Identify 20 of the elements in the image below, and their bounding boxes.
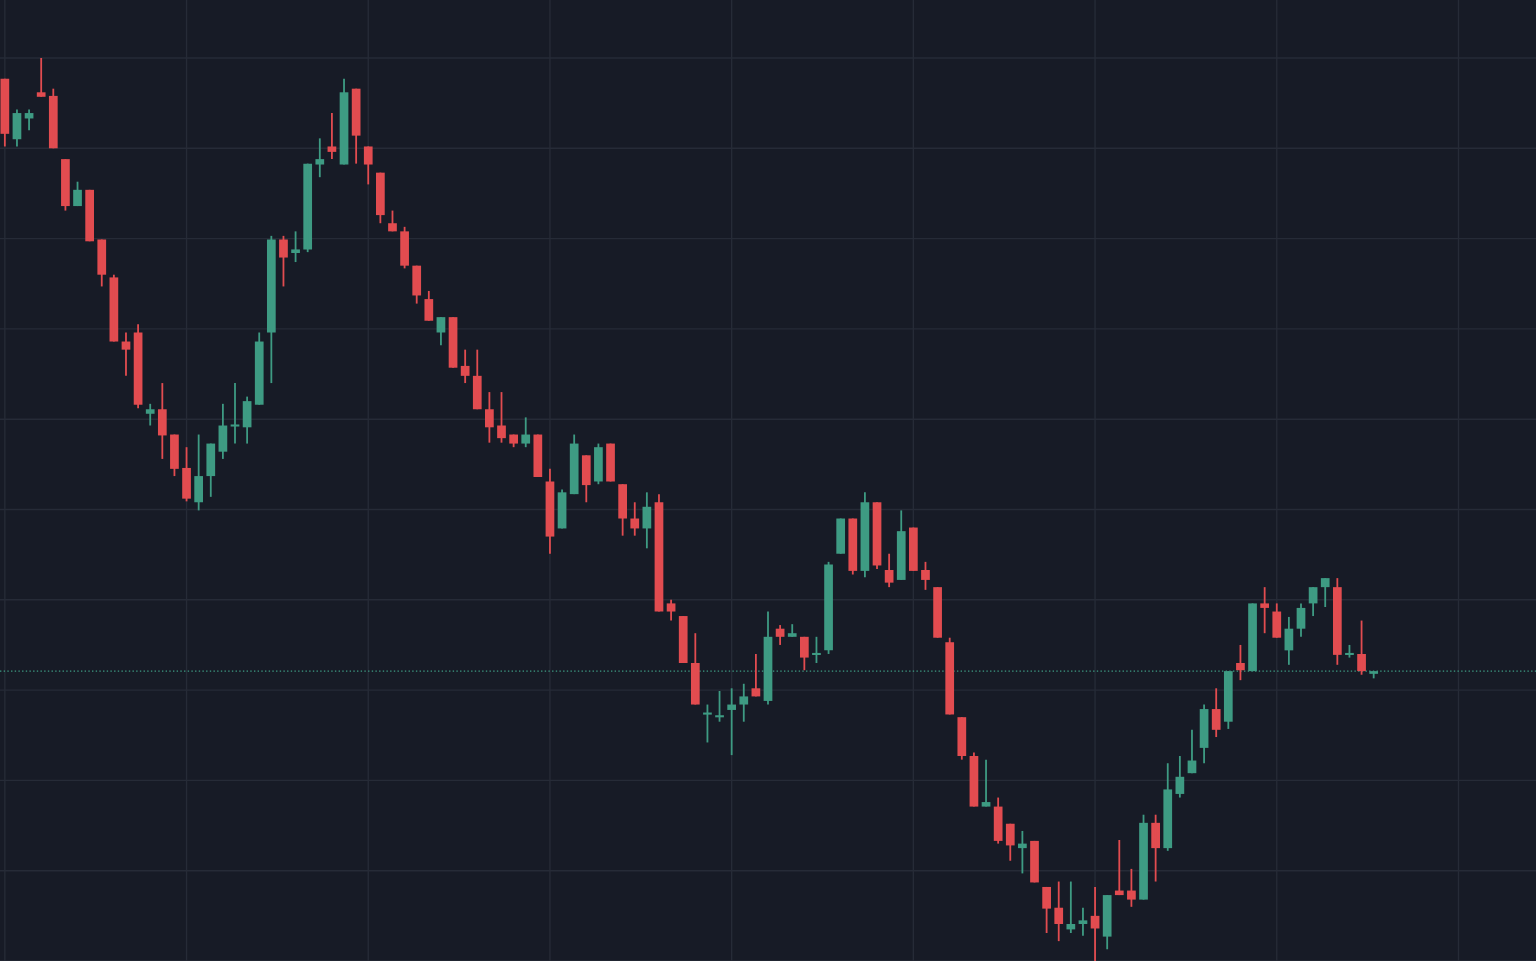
candlestick [291, 230, 300, 263]
candlestick [400, 225, 409, 270]
candlestick [933, 586, 942, 639]
candlestick [1357, 619, 1366, 676]
candlestick [229, 382, 241, 445]
candlestick [921, 560, 930, 591]
candlestick [61, 158, 70, 212]
candlestick [170, 433, 179, 477]
candlestick [1260, 586, 1270, 635]
candlestick [1127, 867, 1136, 908]
candlestick [1030, 839, 1039, 884]
candlestick [36, 57, 46, 98]
candlestick [279, 234, 288, 288]
candlestick [1139, 813, 1148, 901]
candlestick [594, 442, 603, 486]
candlestick [388, 209, 397, 233]
candlestick [182, 446, 191, 503]
candlestick [824, 560, 833, 655]
candlestick [73, 180, 82, 207]
candlestick [145, 402, 155, 427]
